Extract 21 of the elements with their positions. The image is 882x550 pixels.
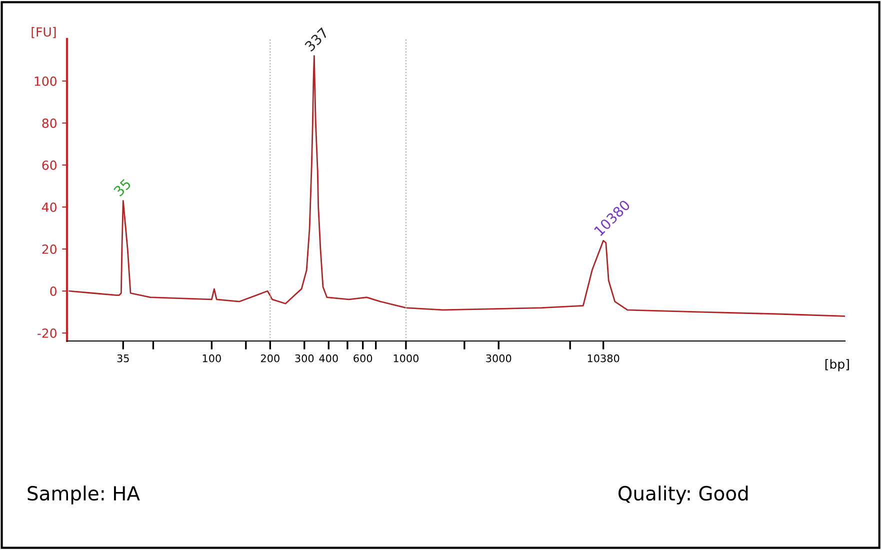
x-tick-label: 10380 [588, 354, 620, 362]
x-tick-label: 3000 [486, 354, 512, 362]
x-tick-label: 600 [354, 354, 372, 362]
x-tick-label: 300 [295, 354, 314, 362]
x-axis-title: [bp] [825, 359, 849, 372]
y-tick-label: 80 [42, 118, 56, 128]
y-tick-label: 20 [42, 244, 56, 254]
x-tick-label: 200 [260, 354, 280, 362]
x-tick-label: 400 [319, 354, 338, 362]
x-tick-label: 100 [202, 354, 221, 362]
y-tick-label: 100 [34, 76, 56, 86]
y-tick-label: 40 [42, 202, 56, 212]
y-tick-label: -20 [38, 328, 56, 338]
y-axis-title: [FU] [32, 26, 56, 38]
x-tick-label: 35 [117, 354, 129, 362]
y-tick-label: 0 [50, 286, 56, 296]
y-tick-label: 60 [42, 160, 56, 170]
text: Sample: HA [28, 486, 140, 504]
text: Quality: Good [618, 486, 748, 504]
annotation: 35 [113, 178, 132, 197]
x-tick-label: 1000 [394, 354, 419, 362]
